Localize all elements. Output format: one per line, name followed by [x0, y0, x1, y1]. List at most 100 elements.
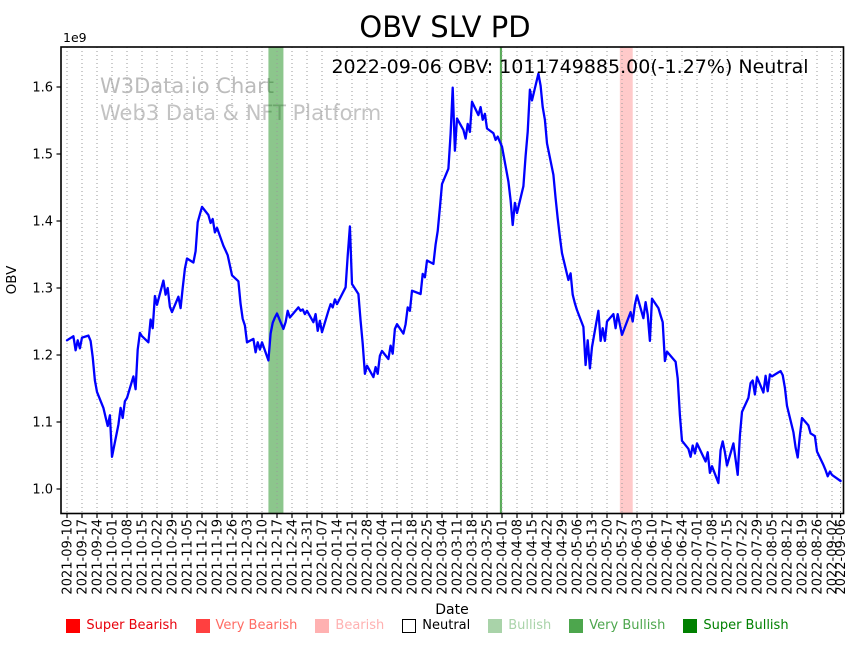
very-bullish-band [268, 47, 284, 514]
x-tick-label: 2022-07-22 [736, 519, 751, 595]
x-tick-label: 2021-10-08 [121, 519, 136, 595]
obv-line-series [65, 72, 842, 485]
x-tick-label: 2021-12-31 [301, 519, 316, 595]
legend-item-very-bearish: Very Bearish [195, 618, 298, 633]
x-tick-label: 2021-09-10 [61, 519, 76, 595]
legend-item-neutral: Neutral [402, 619, 470, 633]
x-tick-label: 2021-12-17 [271, 519, 286, 595]
x-tick-label: 2022-04-22 [541, 519, 556, 595]
legend-label: Very Bearish [215, 618, 298, 633]
legend-label: Super Bearish [86, 618, 178, 633]
x-tick-label: 2022-08-12 [781, 519, 796, 595]
x-axis-label: Date [435, 602, 468, 618]
x-tick-label: 2022-09-02 [826, 519, 841, 595]
x-tick-label: 2022-09-06 [834, 519, 849, 595]
y-tick-label: 1.4 [32, 215, 53, 230]
x-tick-label: 2022-03-04 [436, 519, 451, 595]
x-tick-label: 2022-06-03 [631, 519, 646, 595]
signal-legend: Super Bearish Very Bearish Bearish Neutral B… [0, 619, 855, 633]
legend-item-super-bearish: Super Bearish [66, 618, 178, 633]
x-tick-label: 2022-03-18 [466, 519, 481, 595]
legend-swatch-icon [315, 619, 330, 633]
x-tick-label: 2021-09-17 [76, 519, 91, 595]
obv-line [65, 72, 842, 485]
legend-item-very-bullish: Very Bullish [569, 619, 665, 633]
x-tick-label: 2021-10-22 [151, 519, 166, 595]
legend-label: Neutral [422, 618, 471, 633]
x-tick-label: 2022-08-26 [811, 519, 826, 595]
x-tick-label: 2021-12-03 [241, 519, 256, 595]
chart-subtitle: 2022-09-06 OBV: 1011749885.00(-1.27%) Ne… [331, 56, 808, 78]
very-bullish-line [499, 47, 503, 514]
x-tick-label: 2022-01-21 [346, 519, 361, 595]
legend-swatch-icon [66, 619, 81, 633]
signal-highlight-bands [268, 47, 633, 514]
y-tick-label: 1.3 [32, 282, 53, 297]
legend-swatch-icon [488, 619, 503, 633]
x-tick-label: 2021-09-24 [91, 519, 106, 595]
x-tick-label: 2021-11-19 [211, 519, 226, 595]
x-tick-label: 2022-03-11 [451, 519, 466, 595]
x-tick-label: 2021-12-10 [256, 519, 271, 595]
legend-swatch-icon [569, 619, 584, 633]
x-tick-label: 2022-01-28 [361, 519, 376, 595]
x-tick-label: 2022-07-01 [691, 519, 706, 595]
legend-swatch-icon [402, 619, 417, 633]
y-axis-label: OBV [4, 265, 20, 294]
x-tick-label: 2022-01-14 [331, 519, 346, 595]
x-tick-label: 2022-07-15 [721, 519, 736, 595]
chart-title: OBV SLV PD [359, 10, 530, 44]
y-tick-label: 1.1 [32, 416, 53, 431]
x-tick-label: 2022-06-10 [646, 519, 661, 595]
legend-label: Super Bullish [703, 618, 789, 633]
y-tick-label: 1.2 [32, 349, 53, 364]
x-tick-label: 2022-07-08 [706, 519, 721, 595]
x-tick-label: 2022-02-25 [421, 519, 436, 595]
plot-frame [60, 46, 845, 515]
x-tick-label: 2022-04-01 [496, 519, 511, 595]
y-tick-label: 1.0 [32, 483, 53, 498]
bearish-band [619, 47, 633, 514]
x-tick-label: 2021-11-05 [181, 519, 196, 595]
legend-item-bearish: Bearish [315, 619, 384, 633]
x-tick-label: 2022-05-13 [586, 519, 601, 595]
x-tick-label: 2022-05-27 [616, 519, 631, 595]
x-tick-label: 2022-06-17 [661, 519, 676, 595]
x-tick-label: 2022-01-07 [316, 519, 331, 595]
watermark-line1: W3Data.io Chart [100, 74, 274, 98]
x-tick-label: 2022-07-29 [751, 519, 766, 595]
x-tick-label: 2022-03-25 [481, 519, 496, 595]
x-tick-label: 2021-10-29 [166, 519, 181, 595]
x-tick-label: 2022-04-15 [526, 519, 541, 595]
x-tick-label: 2022-02-11 [391, 519, 406, 595]
x-tick-label: 2022-05-20 [601, 519, 616, 595]
x-tick-label: 2021-11-12 [196, 519, 211, 595]
legend-item-super-bullish: Super Bullish [683, 618, 789, 633]
x-tick-label: 2022-04-08 [511, 519, 526, 595]
watermark-line2: Web3 Data & NFT Platform [100, 101, 381, 125]
x-tick-label: 2021-11-26 [226, 519, 241, 595]
x-tick-label: 2022-08-19 [796, 519, 811, 595]
legend-label: Bearish [335, 618, 385, 633]
y-axis-ticks: 1.0 1.1 1.2 1.3 1.4 1.5 1.6 [32, 81, 61, 498]
y-tick-label: 1.5 [32, 148, 53, 163]
x-tick-label: 2021-12-24 [286, 519, 301, 595]
x-tick-label: 2022-04-29 [556, 519, 571, 595]
legend-item-bullish: Bullish [488, 619, 551, 633]
y-tick-label: 1.6 [32, 81, 53, 96]
x-tick-label: 2021-10-01 [106, 519, 121, 595]
x-tick-label: 2022-05-06 [571, 519, 586, 595]
y-axis-multiplier: 1e9 [63, 30, 87, 45]
legend-swatch-icon [195, 619, 210, 633]
x-tick-label: 2022-02-04 [376, 519, 391, 595]
x-tick-label: 2022-08-05 [766, 519, 781, 595]
x-tick-label: 2022-06-24 [676, 519, 691, 595]
legend-label: Bullish [508, 618, 552, 633]
legend-label: Very Bullish [589, 618, 666, 633]
legend-swatch-icon [683, 619, 698, 633]
x-tick-label: 2022-02-18 [406, 519, 421, 595]
x-tick-label: 2021-10-15 [136, 519, 151, 595]
x-axis-ticks: 2021-09-10 2021-09-17 2021-09-24 2021-10-01… [61, 513, 849, 595]
